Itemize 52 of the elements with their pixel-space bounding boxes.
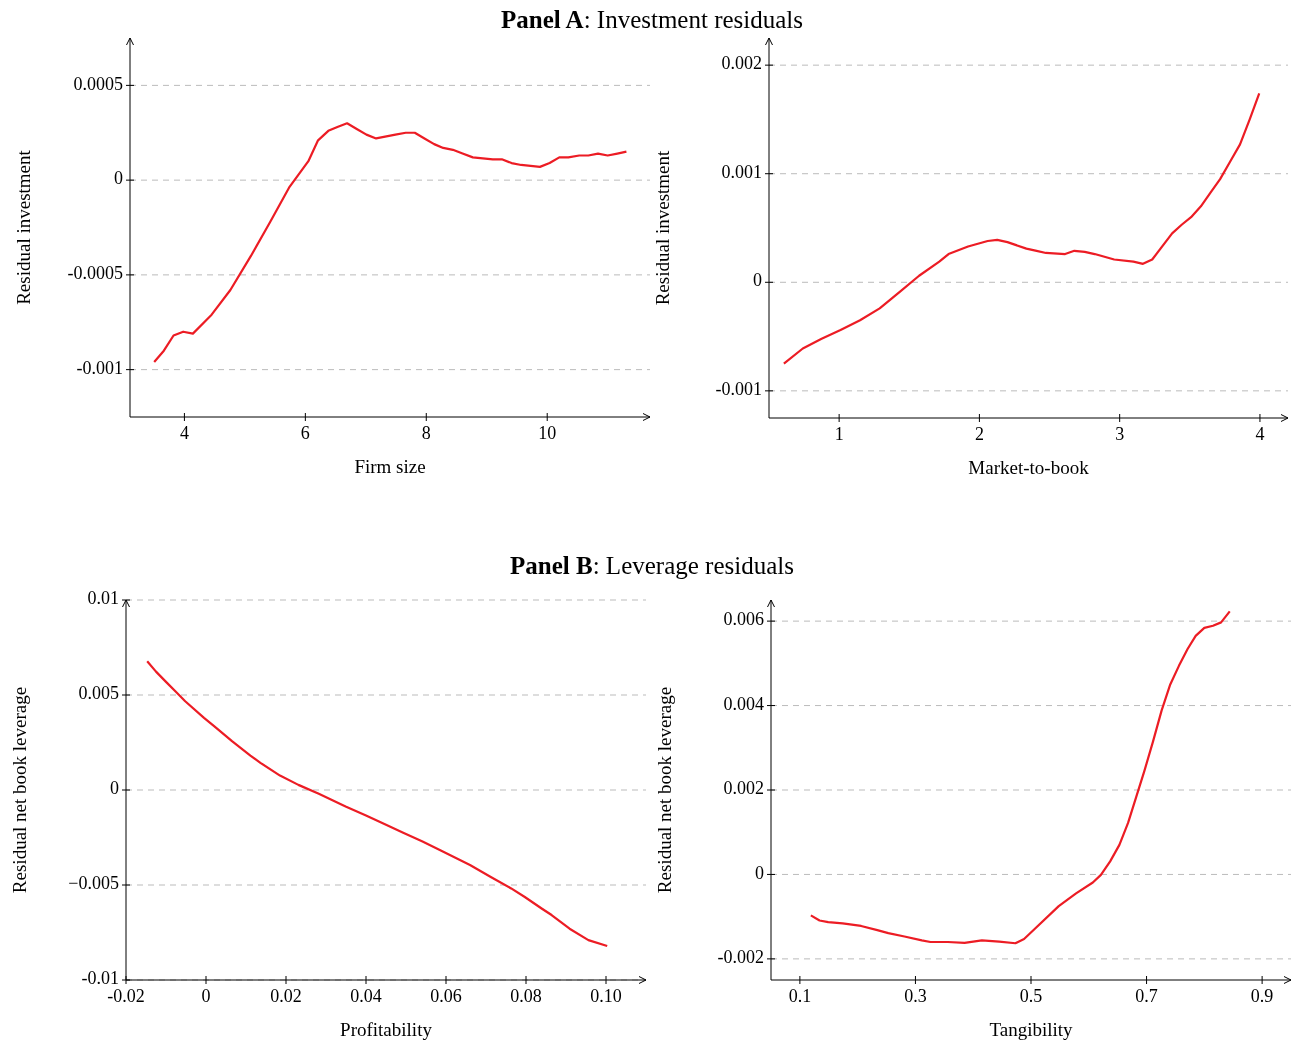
line-series (146, 660, 609, 948)
x-tick-label: 0.7 (1135, 986, 1158, 1006)
x-axis-title: Market-to-book (968, 457, 1090, 478)
y-tick-label: 0.0005 (73, 73, 123, 94)
line-series (153, 122, 628, 364)
x-tick-label: -0.02 (107, 986, 145, 1006)
x-tick-label: 6 (300, 423, 310, 443)
y-tick-label: -0.01 (81, 968, 119, 989)
y-tick-label: -0.001 (76, 357, 123, 378)
x-tick-label: 0.06 (430, 986, 462, 1006)
x-tick-label: 4 (179, 423, 189, 443)
y-tick-label: 0 (753, 270, 762, 291)
line-series (809, 610, 1231, 945)
x-tick-label: 0.9 (1250, 986, 1274, 1006)
chart-title: Panel B: Leverage residuals (510, 551, 794, 579)
y-tick-label: 0.002 (723, 778, 764, 799)
x-tick-label: 0.5 (1019, 986, 1043, 1006)
x-axis-title: Tangibility (989, 1019, 1074, 1040)
x-tick-label: 10 (538, 423, 557, 443)
y-axis-title: Residual net book leverage (654, 686, 675, 894)
y-tick-label: 0.006 (723, 609, 764, 630)
x-tick-label: 8 (421, 423, 431, 443)
x-tick-label: 0.02 (270, 986, 302, 1006)
x-tick-label: 4 (1255, 424, 1265, 444)
y-tick-label: 0 (114, 168, 123, 189)
y-tick-label: 0 (755, 862, 764, 883)
chart-title: Panel A: Investment residuals (500, 5, 804, 33)
x-tick-label: 0.10 (590, 986, 622, 1006)
x-tick-label: 0.04 (350, 986, 382, 1006)
line-series (782, 92, 1261, 365)
x-tick-label: 0.3 (904, 986, 927, 1006)
y-tick-label: 0 (110, 778, 119, 799)
y-tick-label: 0.01 (87, 588, 119, 609)
x-tick-label: 0.08 (510, 986, 542, 1006)
y-axis-title: Residual investment (652, 149, 673, 306)
y-tick-label: −0.005 (68, 873, 119, 894)
x-tick-label: 1 (834, 424, 844, 444)
x-axis-title: Firm size (354, 456, 426, 477)
y-tick-label: -0.002 (717, 947, 764, 968)
x-axis-title: Profitability (340, 1019, 433, 1040)
y-tick-label: 0.004 (723, 693, 764, 714)
y-axis-title: Residual investment (13, 149, 34, 305)
y-tick-label: 0.002 (721, 53, 762, 74)
y-tick-label: -0.0005 (67, 263, 123, 283)
x-tick-label: 2 (974, 424, 984, 444)
y-tick-label: 0.005 (78, 683, 119, 704)
x-tick-label: 3 (1115, 424, 1125, 444)
y-axis-title: Residual net book leverage (9, 686, 30, 894)
x-tick-label: 0.1 (788, 986, 812, 1006)
y-tick-label: -0.001 (715, 378, 762, 399)
x-tick-label: 0 (201, 986, 211, 1006)
y-tick-label: 0.001 (721, 161, 762, 182)
